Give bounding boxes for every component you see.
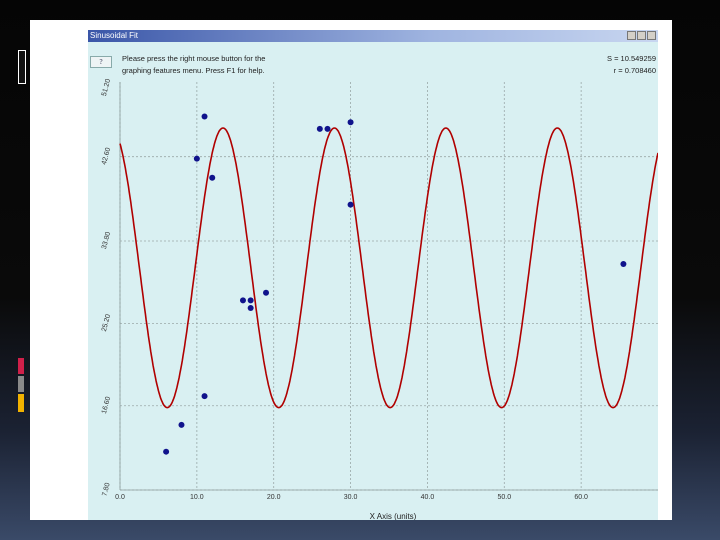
data-point [209, 174, 216, 181]
x-tick-label: 0.0 [115, 494, 125, 501]
data-point [239, 297, 246, 304]
data-point [247, 305, 254, 312]
y-tick-label: 25.20 [101, 314, 112, 333]
data-point [201, 113, 208, 120]
x-tick-label: 10.0 [190, 494, 204, 501]
data-point [163, 448, 170, 455]
help-icon[interactable]: ? [90, 56, 112, 68]
data-point [193, 155, 200, 162]
x-tick-label: 30.0 [344, 494, 358, 501]
sinusoidal-fit-window: Sinusoidal Fit ? Please press the right … [88, 30, 658, 520]
data-point [178, 421, 185, 428]
x-tick-label: 40.0 [421, 494, 435, 501]
help-icon-label: ? [99, 58, 103, 66]
slide-accent-gray [18, 376, 24, 392]
data-point [201, 393, 208, 400]
fit-curve [119, 127, 658, 409]
data-point [316, 125, 323, 132]
slide-accent-red [18, 358, 24, 374]
data-point [347, 119, 354, 126]
x-tick-label: 60.0 [574, 494, 588, 501]
grid-layer [119, 82, 658, 491]
data-point [620, 260, 627, 267]
minimize-button[interactable] [627, 31, 636, 40]
instruction-text-line1: Please press the right mouse button for … [122, 54, 266, 63]
data-point [263, 289, 270, 296]
x-tick-label: 50.0 [497, 494, 511, 501]
data-point [324, 125, 331, 132]
x-axis-title: X Axis (units) [370, 512, 417, 520]
close-button[interactable] [647, 31, 656, 40]
data-point [247, 297, 254, 304]
y-tick-label: 16.60 [101, 396, 112, 415]
slide-accent-bar [18, 50, 26, 84]
y-tick-label: 33.80 [101, 231, 112, 250]
curve-layer [119, 127, 658, 409]
std-error-readout: S = 10.549259 [606, 54, 656, 63]
correlation-readout: r = 0.708460 [613, 66, 656, 75]
window-titlebar[interactable]: Sinusoidal Fit [88, 30, 658, 42]
info-bar: ? Please press the right mouse button fo… [88, 42, 658, 112]
sinusoidal-fit-chart[interactable]: 0.0 10.0 20.0 30.0 40.0 50.0 60.0 7.80 16.60 25.2… [88, 30, 658, 520]
maximize-button[interactable] [637, 31, 646, 40]
y-tick-label: 42.60 [101, 147, 112, 166]
instruction-text-line2: graphing features menu. Press F1 for hel… [122, 66, 265, 75]
tick-layer: 0.0 10.0 20.0 30.0 40.0 50.0 60.0 7.80 16.60 25.2… [101, 78, 588, 501]
x-tick-label: 20.0 [267, 494, 281, 501]
y-tick-label: 51.20 [101, 78, 112, 97]
window-title: Sinusoidal Fit [90, 31, 139, 40]
slide-accent-gold [18, 394, 24, 412]
y-tick-label: 7.80 [101, 482, 111, 497]
data-point [347, 201, 354, 208]
point-layer [163, 113, 627, 455]
